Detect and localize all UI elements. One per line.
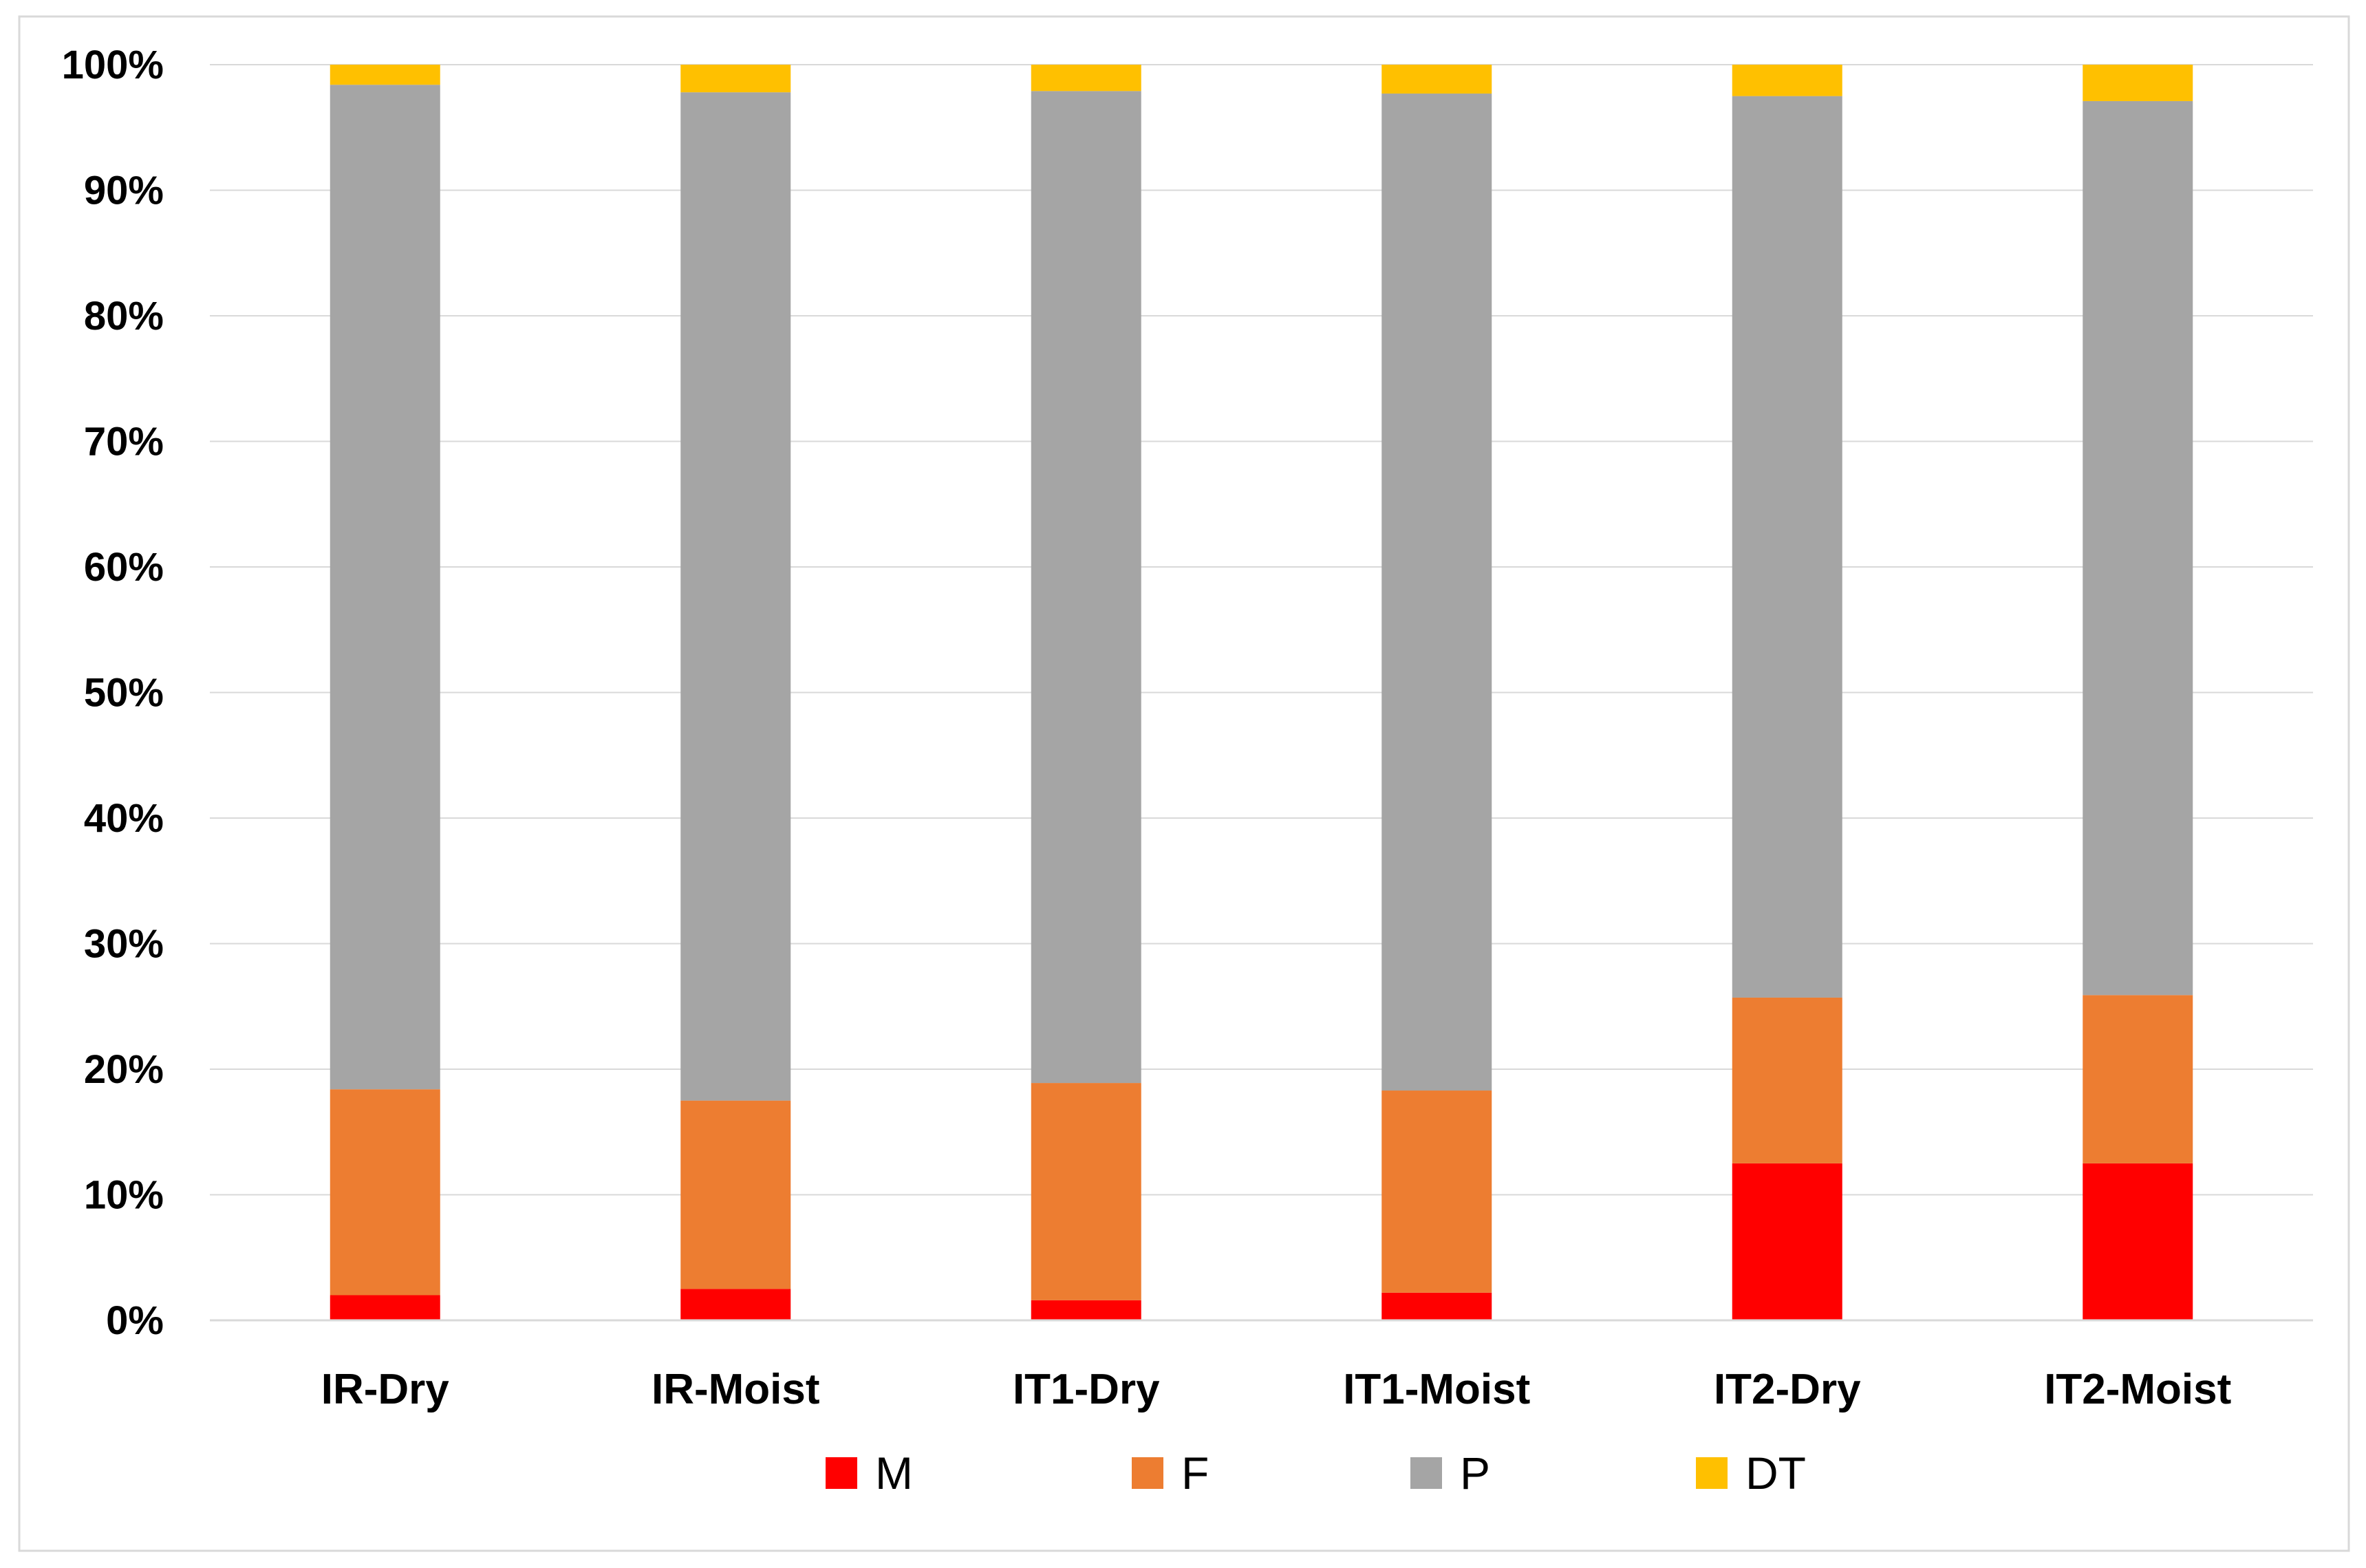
y-tick-label-10: 10% bbox=[84, 1173, 164, 1218]
bar-it1-dry-p bbox=[1031, 91, 1141, 1084]
legend-swatch-dt bbox=[1696, 1457, 1728, 1489]
legend-swatch-m bbox=[826, 1457, 857, 1489]
bar-it1-dry-f bbox=[1031, 1083, 1141, 1300]
x-category-label-it1-moist: IT1-Moist bbox=[1343, 1366, 1530, 1413]
bar-it2-moist-p bbox=[2083, 100, 2193, 996]
bar-it2-moist-m bbox=[2083, 1163, 2193, 1320]
bar-ir-dry-dt bbox=[330, 65, 440, 85]
y-tick-label-20: 20% bbox=[84, 1047, 164, 1092]
bar-ir-dry-m bbox=[330, 1295, 440, 1320]
y-axis-tick-labels: 0% 10% 20% 30% 40% 50% 60% 70% 80% 90% 100% bbox=[62, 43, 164, 1343]
bar-it2-moist-dt bbox=[2083, 65, 2193, 101]
bar-it1-moist-p bbox=[1381, 93, 1492, 1091]
y-tick-label-100: 100% bbox=[62, 43, 164, 87]
legend: M F P DT bbox=[826, 1448, 1806, 1499]
x-category-label-ir-dry: IR-Dry bbox=[321, 1366, 450, 1413]
bars bbox=[330, 65, 2193, 1320]
y-tick-label-0: 0% bbox=[106, 1298, 164, 1343]
bar-ir-moist-p bbox=[680, 92, 791, 1101]
bar-it1-dry-m bbox=[1031, 1300, 1141, 1320]
gridlines bbox=[210, 64, 2313, 1196]
legend-label-p: P bbox=[1460, 1448, 1490, 1499]
bar-it1-moist-m bbox=[1381, 1292, 1492, 1320]
legend-label-m: M bbox=[875, 1448, 913, 1499]
y-tick-label-80: 80% bbox=[84, 294, 164, 339]
legend-label-f: F bbox=[1181, 1448, 1209, 1499]
y-tick-label-30: 30% bbox=[84, 922, 164, 967]
bar-it2-dry-p bbox=[1732, 96, 1842, 998]
bar-it2-dry-m bbox=[1732, 1163, 1842, 1320]
bar-it1-moist-dt bbox=[1381, 65, 1492, 94]
y-tick-label-50: 50% bbox=[84, 671, 164, 716]
bar-it2-moist-f bbox=[2083, 995, 2193, 1163]
bar-it2-dry-dt bbox=[1732, 65, 1842, 96]
x-axis-category-labels: IR-Dry IR-Moist IT1-Dry IT1-Moist IT2-Dry IT2… bbox=[321, 1366, 2232, 1413]
y-tick-label-40: 40% bbox=[84, 796, 164, 841]
bar-it1-dry-dt bbox=[1031, 65, 1141, 92]
bar-ir-dry-f bbox=[330, 1089, 440, 1296]
y-tick-label-90: 90% bbox=[84, 169, 164, 213]
y-tick-label-70: 70% bbox=[84, 420, 164, 464]
legend-swatch-f bbox=[1132, 1457, 1163, 1489]
x-category-label-it1-dry: IT1-Dry bbox=[1013, 1366, 1160, 1413]
bar-ir-moist-m bbox=[680, 1289, 791, 1320]
bar-ir-dry-p bbox=[330, 85, 440, 1090]
x-category-label-ir-moist: IR-Moist bbox=[652, 1366, 820, 1413]
bar-ir-moist-f bbox=[680, 1100, 791, 1289]
legend-label-dt: DT bbox=[1745, 1448, 1806, 1499]
bar-ir-moist-dt bbox=[680, 65, 791, 93]
bar-it2-dry-f bbox=[1732, 997, 1842, 1163]
legend-swatch-p bbox=[1410, 1457, 1442, 1489]
bar-it1-moist-f bbox=[1381, 1091, 1492, 1293]
x-category-label-it2-dry: IT2-Dry bbox=[1714, 1366, 1861, 1413]
x-category-label-it2-moist: IT2-Moist bbox=[2044, 1366, 2231, 1413]
y-tick-label-60: 60% bbox=[84, 545, 164, 590]
